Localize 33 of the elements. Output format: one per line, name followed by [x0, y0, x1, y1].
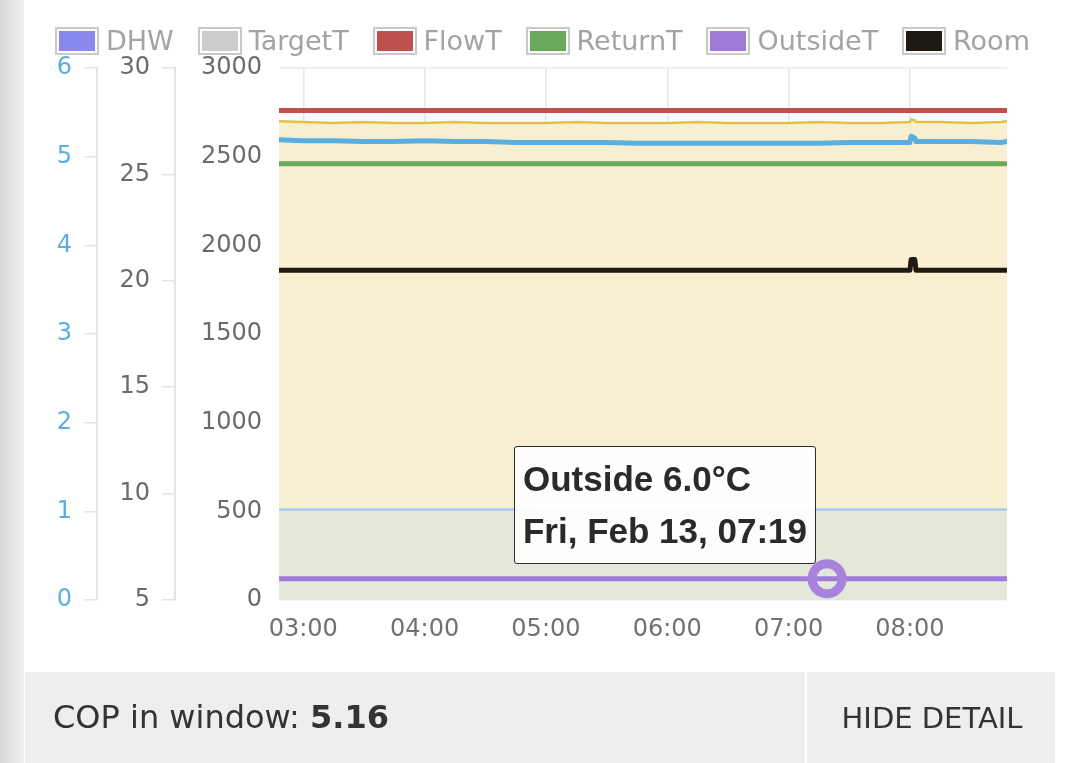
y3-tick-label: 6	[56, 52, 72, 81]
x-tick-label: 04:00	[390, 613, 460, 642]
y3-tick-label: 1	[56, 495, 72, 524]
y-tick-label: 0	[246, 584, 262, 613]
annotation: Fri, Feb 13, 07:19	[522, 509, 808, 552]
x-tick-label: 05:00	[511, 613, 581, 642]
y2-tick-label: 10	[119, 477, 150, 506]
y3-tick-label: 3	[56, 318, 72, 347]
text: HIDE DETAIL	[841, 700, 1023, 735]
legend-label: Room	[953, 25, 1030, 56]
legend-label: OutsideT	[757, 25, 879, 56]
y2-tick-label: 15	[119, 371, 150, 400]
x-tick-label: 06:00	[632, 613, 702, 642]
y2-tick-label: 5	[134, 584, 150, 613]
text: COP in window: 5.16	[53, 698, 389, 736]
legend-label: ReturnT	[576, 25, 683, 56]
annotation: Outside 6.0°C	[522, 457, 752, 500]
y2-tick-label: 25	[119, 158, 150, 187]
y3-tick-label: 4	[56, 229, 72, 258]
y-tick-label: 1000	[200, 406, 262, 435]
x-tick-label: 08:00	[875, 613, 945, 642]
y3-tick-label: 2	[56, 406, 72, 435]
legend-label: FlowT	[423, 25, 502, 56]
y2-tick-label: 20	[119, 265, 150, 294]
tooltip: Outside 6.0°C Fri, Feb 13, 07:19	[514, 445, 816, 564]
y-tick-label: 2000	[200, 229, 262, 258]
x-tick-label: 07:00	[754, 613, 824, 642]
y3-tick-label: 0	[56, 584, 72, 613]
y-tick-label: 2500	[200, 140, 262, 169]
y-tick-label: 1500	[200, 318, 262, 347]
x-tick-label: 03:00	[268, 613, 338, 642]
y3-tick-label: 5	[56, 140, 72, 169]
y-tick-label: 500	[216, 495, 262, 524]
